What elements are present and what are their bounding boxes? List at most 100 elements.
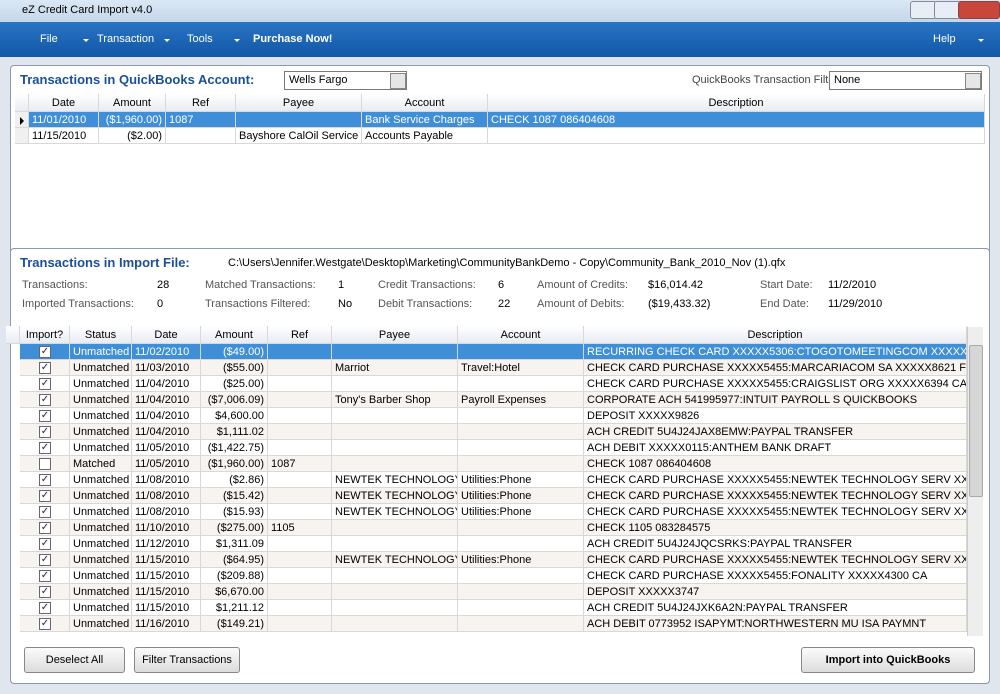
grid-cell[interactable]: Unmatched [70, 536, 132, 552]
grid-cell[interactable] [268, 344, 332, 360]
grid-cell[interactable]: ($1,960.00) [201, 456, 268, 472]
grid-cell[interactable]: 11/03/2010 [132, 360, 201, 376]
grid-cell[interactable]: NEWTEK TECHNOLOGY SE... [332, 488, 458, 504]
grid-cell[interactable]: Unmatched [70, 504, 132, 520]
grid-cell[interactable] [458, 536, 584, 552]
grid-cell[interactable] [488, 128, 985, 144]
grid-cell[interactable]: ACH CREDIT 5U4J24JAX8EMW:PAYPAL TRANSFER [584, 424, 967, 440]
grid-cell[interactable] [268, 392, 332, 408]
grid-cell[interactable]: 11/04/2010 [132, 392, 201, 408]
menu-item[interactable]: Transaction [97, 33, 154, 45]
grid-cell[interactable]: 11/15/2010 [132, 568, 201, 584]
grid-cell[interactable] [332, 568, 458, 584]
grid-cell[interactable]: Unmatched [70, 440, 132, 456]
grid-cell[interactable] [332, 584, 458, 600]
grid-cell[interactable]: DEPOSIT XXXXX3747 [584, 584, 967, 600]
column-header[interactable]: Amount [201, 326, 268, 344]
column-header[interactable]: Account [362, 94, 488, 112]
grid-cell[interactable]: ($25.00) [201, 376, 268, 392]
grid-cell[interactable]: ($275.00) [201, 520, 268, 536]
grid-cell[interactable]: 11/01/2010 [29, 112, 99, 128]
grid-cell[interactable]: CHECK 1087 086404608 [488, 112, 985, 128]
grid-cell[interactable]: ($55.00) [201, 360, 268, 376]
grid-cell[interactable]: ($1,960.00) [99, 112, 166, 128]
grid-cell[interactable] [458, 456, 584, 472]
grid-cell[interactable]: NEWTEK TECHNOLOGY SE... [332, 472, 458, 488]
grid-cell[interactable]: ACH CREDIT 5U4J24JXK6A2N:PAYPAL TRANSFER [584, 600, 967, 616]
grid-cell[interactable] [332, 536, 458, 552]
import-checkbox[interactable]: ✓ [39, 506, 51, 518]
import-checkbox[interactable]: ✓ [39, 426, 51, 438]
grid-cell[interactable]: Unmatched [70, 520, 132, 536]
import-checkbox[interactable]: ✓ [39, 522, 51, 534]
import-checkbox[interactable]: ✓ [39, 474, 51, 486]
grid-cell[interactable]: RECURRING CHECK CARD XXXXX5306:CTOGOTOME… [584, 344, 967, 360]
grid-cell[interactable] [268, 504, 332, 520]
grid-cell[interactable]: DEPOSIT XXXXX9826 [584, 408, 967, 424]
grid-cell[interactable]: Tony's Barber Shop [332, 392, 458, 408]
grid-cell[interactable] [268, 552, 332, 568]
grid-cell[interactable]: Accounts Payable [362, 128, 488, 144]
grid-cell[interactable]: NEWTEK TECHNOLOGY SE... [332, 552, 458, 568]
grid-cell[interactable]: ($2.86) [201, 472, 268, 488]
column-header[interactable]: Description [488, 94, 985, 112]
column-header[interactable]: Amount [99, 94, 166, 112]
grid-cell[interactable]: ($2.00) [99, 128, 166, 144]
column-header[interactable]: Payee [332, 326, 458, 344]
column-header[interactable]: Account [458, 326, 584, 344]
grid-cell[interactable] [332, 616, 458, 632]
grid-cell[interactable] [458, 520, 584, 536]
grid-cell[interactable]: ($149.21) [201, 616, 268, 632]
grid-cell[interactable] [268, 488, 332, 504]
import-checkbox[interactable]: ✓ [39, 378, 51, 390]
grid-cell[interactable] [458, 424, 584, 440]
grid-cell[interactable]: CHECK 1105 083284575 [584, 520, 967, 536]
grid-cell[interactable]: Bayshore CalOil Service [236, 128, 362, 144]
column-header[interactable]: Date [132, 326, 201, 344]
menu-item[interactable]: File [40, 33, 58, 45]
grid-cell[interactable]: 11/04/2010 [132, 376, 201, 392]
import-checkbox[interactable]: ✓ [39, 394, 51, 406]
maximize-button[interactable] [934, 1, 961, 19]
grid-cell[interactable]: Unmatched [70, 360, 132, 376]
grid-cell[interactable]: CHECK CARD PURCHASE XXXXX5455:NEWTEK TEC… [584, 472, 967, 488]
grid-cell[interactable]: $6,670.00 [201, 584, 268, 600]
grid-cell[interactable] [268, 536, 332, 552]
grid-cell[interactable]: Unmatched [70, 424, 132, 440]
grid-cell[interactable]: CHECK CARD PURCHASE XXXXX5455:MARCARIACO… [584, 360, 967, 376]
column-header[interactable]: Import? [20, 326, 70, 344]
minimize-button[interactable] [910, 1, 937, 19]
grid-cell[interactable]: Unmatched [70, 376, 132, 392]
grid-cell[interactable] [332, 376, 458, 392]
grid-cell[interactable] [268, 440, 332, 456]
grid-cell[interactable]: Travel:Hotel [458, 360, 584, 376]
import-checkbox[interactable]: ✓ [39, 346, 51, 358]
grid-cell[interactable] [268, 600, 332, 616]
grid-cell[interactable]: 11/04/2010 [132, 424, 201, 440]
grid-cell[interactable]: $1,311.09 [201, 536, 268, 552]
grid-cell[interactable]: Unmatched [70, 616, 132, 632]
grid-cell[interactable]: Unmatched [70, 488, 132, 504]
import-checkbox[interactable]: ✓ [39, 362, 51, 374]
grid-cell[interactable] [332, 424, 458, 440]
grid-cell[interactable] [458, 584, 584, 600]
grid-cell[interactable]: 11/15/2010 [132, 552, 201, 568]
grid-cell[interactable]: 11/12/2010 [132, 536, 201, 552]
grid-cell[interactable]: ACH CREDIT 5U4J24JQCSRKS:PAYPAL TRANSFER [584, 536, 967, 552]
grid-cell[interactable] [458, 568, 584, 584]
dropdown-arrow[interactable] [390, 73, 406, 89]
grid-cell[interactable]: 11/15/2010 [132, 600, 201, 616]
grid-cell[interactable]: Matched [70, 456, 132, 472]
grid-cell[interactable] [268, 472, 332, 488]
grid-cell[interactable]: Unmatched [70, 392, 132, 408]
grid-cell[interactable]: $1,111.02 [201, 424, 268, 440]
grid-cell[interactable]: CORPORATE ACH 541995977:INTUIT PAYROLL S… [584, 392, 967, 408]
import-checkbox[interactable]: ✓ [39, 442, 51, 454]
grid-cell[interactable] [458, 600, 584, 616]
grid-cell[interactable]: ($209.88) [201, 568, 268, 584]
grid-cell[interactable]: 11/02/2010 [132, 344, 201, 360]
grid-cell[interactable] [268, 584, 332, 600]
import-checkbox[interactable]: ✓ [39, 570, 51, 582]
grid-cell[interactable]: Utilities:Phone [458, 504, 584, 520]
button[interactable]: Filter Transactions [134, 647, 240, 673]
